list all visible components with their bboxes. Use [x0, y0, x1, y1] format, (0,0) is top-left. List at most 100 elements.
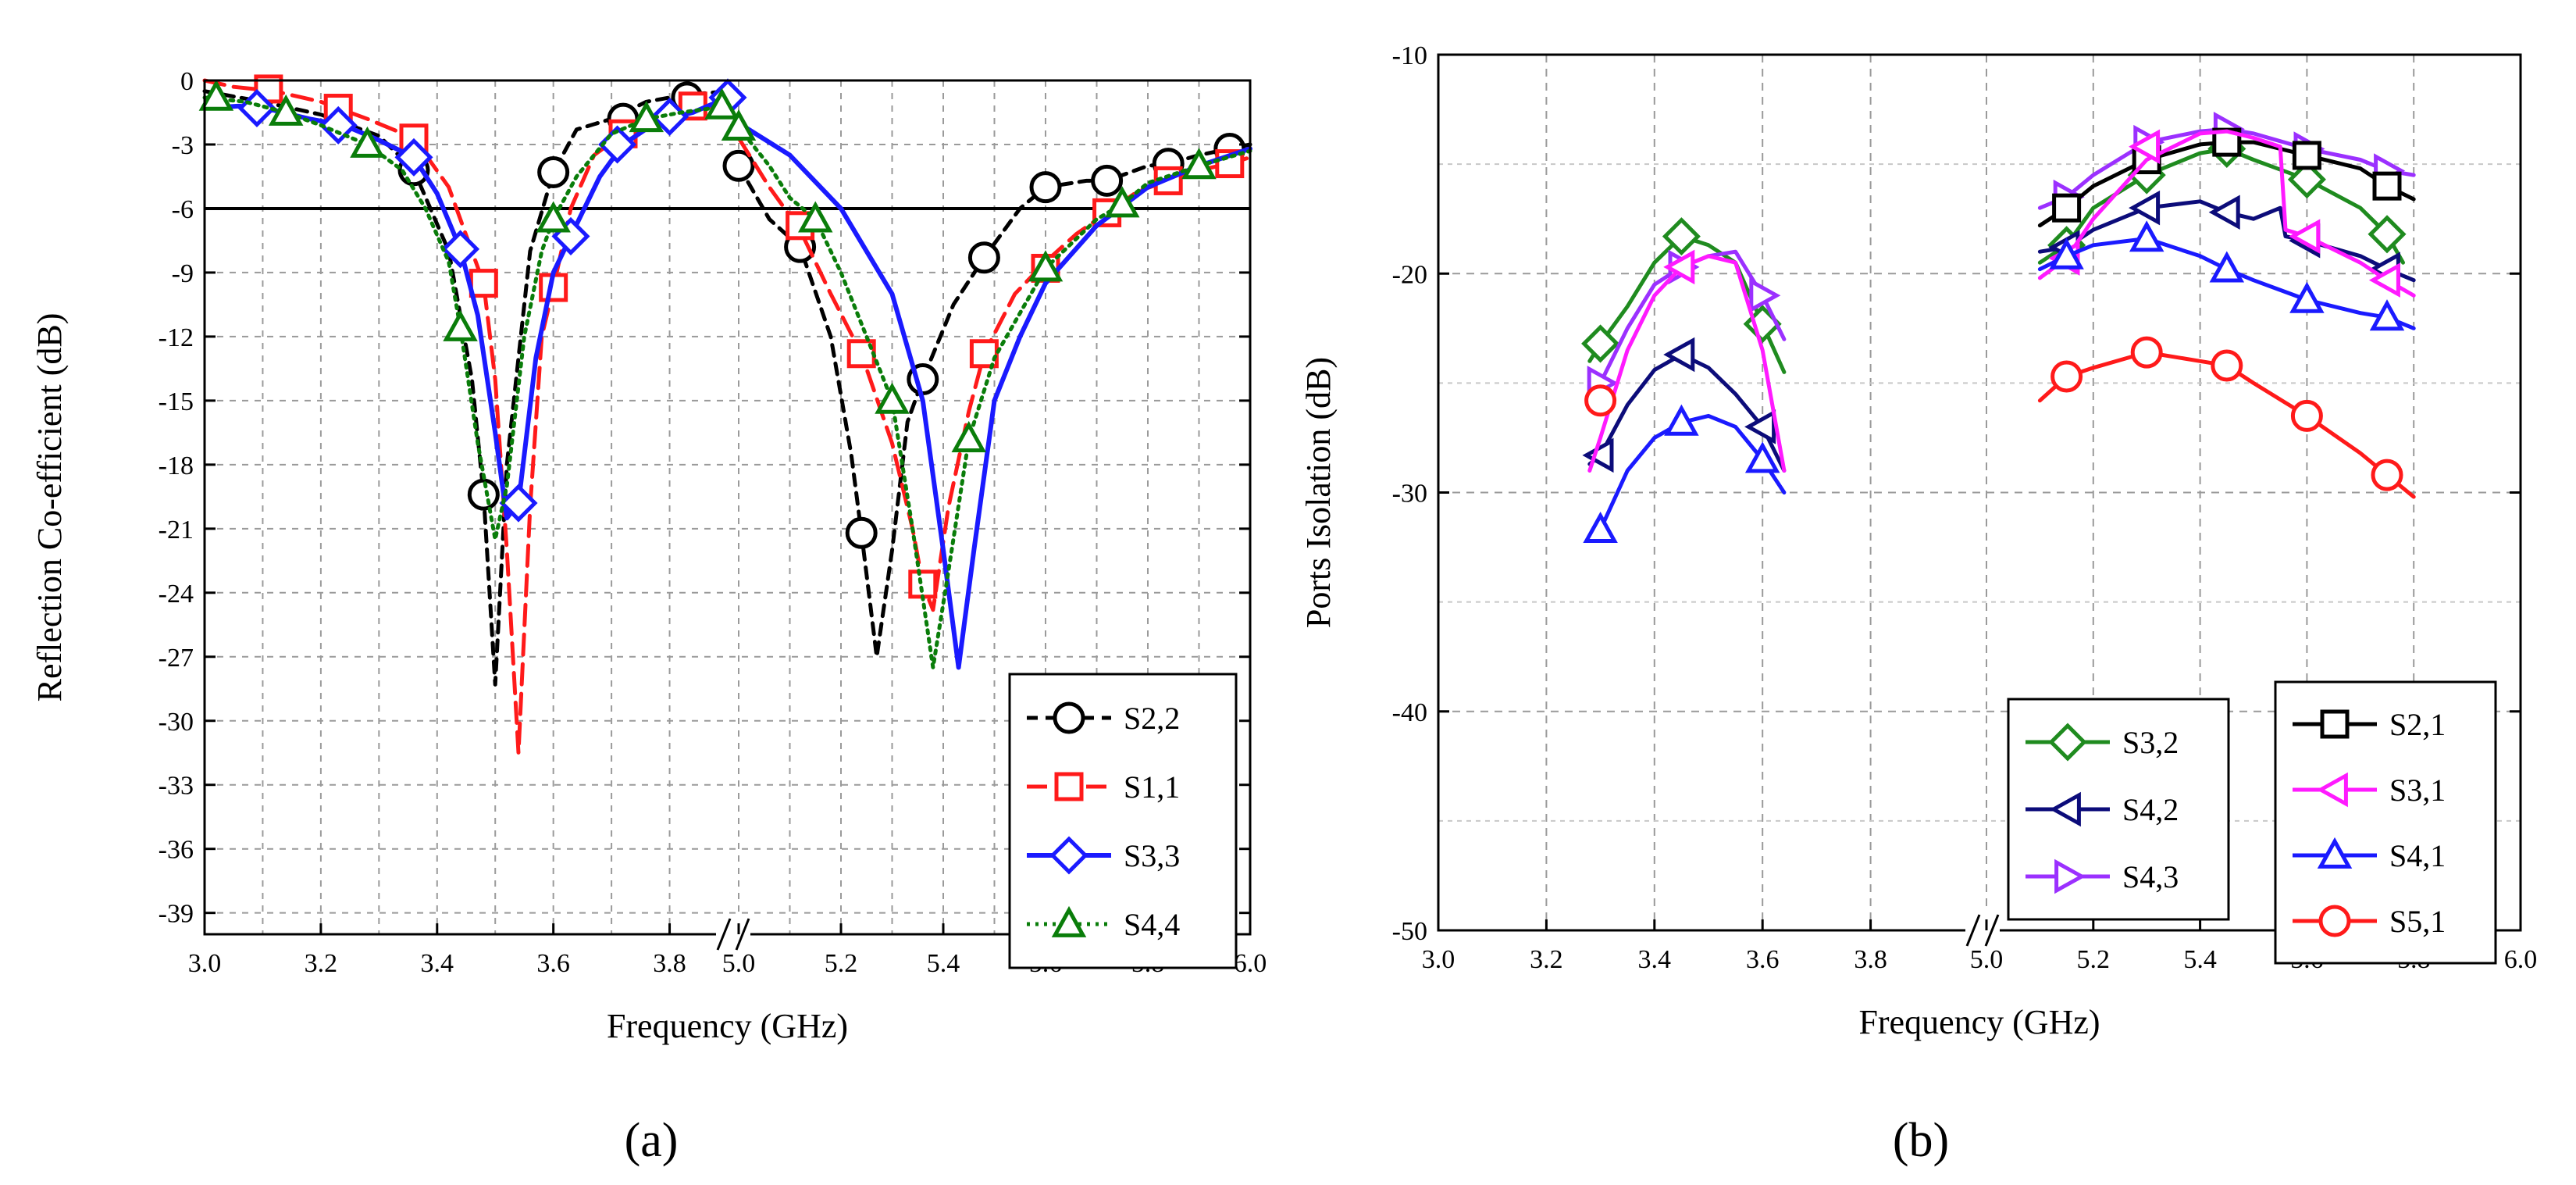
data-point [798, 201, 833, 233]
data-point [2372, 171, 2402, 201]
data-point [319, 105, 358, 145]
y-tick-label: -36 [159, 836, 194, 865]
axis-break-slash [1984, 914, 2000, 947]
x-tick-label: 3.0 [1422, 945, 1455, 974]
data-point [1663, 249, 1695, 285]
series-line [2037, 199, 2416, 283]
legend-label: S4,4 [1124, 907, 1180, 942]
data-point [2129, 220, 2164, 252]
y-tick-label: -9 [172, 259, 194, 288]
data-point [704, 87, 739, 120]
legend-label: S3,3 [1124, 838, 1180, 873]
x-tick-label: 5.0 [722, 949, 756, 978]
data-point [1584, 384, 1617, 417]
data-point [967, 241, 1000, 274]
panel-label-b: (b) [1893, 1114, 1949, 1167]
data-point [2129, 129, 2161, 164]
data-point [2371, 459, 2403, 491]
legend-label: S2,1 [2389, 707, 2446, 742]
data-point [443, 309, 478, 341]
data-point [908, 569, 938, 599]
series-S4-4 [198, 79, 1252, 669]
chart-a: 3.03.23.43.63.85.05.25.45.65.86.00-3-6-9… [30, 67, 1267, 1045]
data-point [2289, 281, 2325, 313]
data-point [1662, 217, 1701, 256]
data-point [441, 230, 480, 269]
legend-box [1008, 673, 1238, 969]
data-point [721, 109, 757, 141]
y-tick-label: -10 [1392, 41, 1427, 70]
x-tick-label: 3.0 [188, 949, 222, 978]
data-point [1029, 171, 1062, 204]
x-tick-label: 6.0 [2504, 945, 2538, 974]
y-tick-label: -30 [159, 708, 194, 737]
data-point [2369, 299, 2405, 331]
panel-label-a: (a) [625, 1114, 679, 1167]
data-point [951, 420, 986, 452]
series-S3-2 [1581, 129, 2407, 374]
data-point [2290, 399, 2323, 432]
x-axis-title: Frequency (GHz) [607, 1007, 848, 1045]
legend-marker [2320, 709, 2350, 739]
legend-marker [2318, 905, 2351, 937]
data-point [969, 339, 999, 369]
data-point [1181, 148, 1217, 180]
data-point [1744, 409, 1776, 444]
data-point [2211, 349, 2243, 382]
data-point [1744, 441, 1780, 473]
series-line [2037, 129, 2416, 298]
y-tick-label: -40 [1392, 698, 1427, 727]
legend-label: S5,1 [2389, 904, 2446, 939]
data-point [198, 79, 234, 111]
data-point [499, 484, 538, 523]
x-tick-label: 3.4 [421, 949, 454, 978]
legend-label: S3,1 [2389, 773, 2446, 808]
data-point [845, 516, 878, 549]
y-tick-label: -21 [159, 516, 194, 544]
y-tick-label: -33 [159, 772, 194, 801]
y-axis-title: Reflection Co-efficient (dB) [30, 313, 69, 702]
chart-b: 3.03.23.43.63.85.05.25.45.65.86.0-10-20-… [1299, 41, 2537, 1041]
axis-break-slash [1965, 914, 1981, 947]
y-tick-label: -24 [159, 580, 194, 609]
legend-marker [2054, 858, 2086, 894]
x-tick-label: 5.4 [927, 949, 960, 978]
x-tick-label: 3.8 [653, 949, 686, 978]
data-point [2368, 215, 2407, 254]
data-point [2289, 219, 2321, 254]
data-point [1028, 250, 1064, 282]
data-point [2052, 193, 2082, 223]
legend-marker [1051, 905, 1087, 937]
y-tick-label: -15 [159, 387, 194, 416]
data-point [1664, 404, 1699, 436]
legend-label: S4,2 [2122, 792, 2179, 827]
data-point [1583, 511, 1618, 544]
data-point [2049, 237, 2084, 269]
legend-2: S2,1 S3,1 S4,1 S5,1 [2274, 680, 2497, 965]
data-point [2050, 360, 2083, 393]
x-tick-label: 5.2 [825, 949, 858, 978]
data-point [875, 382, 910, 414]
data-point [2208, 195, 2240, 230]
x-tick-label: 3.2 [305, 949, 338, 978]
legend-marker [1054, 772, 1084, 801]
x-tick-label: 5.4 [2183, 945, 2217, 974]
axis-break-gap [1965, 912, 2000, 949]
legend-marker [2049, 791, 2081, 827]
series-line [736, 120, 1252, 670]
data-point [1581, 324, 1620, 363]
x-tick-label: 3.6 [536, 949, 570, 978]
y-axis-title: Ports Isolation (dB) [1299, 357, 1338, 628]
series-S4-1 [1583, 220, 2416, 544]
series-S2-2 [202, 81, 1252, 687]
data-point [536, 201, 571, 233]
y-tick-label: -30 [1392, 480, 1427, 509]
data-point [629, 101, 664, 133]
x-tick-label: 5.2 [2077, 945, 2111, 974]
legend-1: S2,2 S1,1 S3,3 S4,4 [1008, 673, 1238, 969]
series-line [202, 95, 730, 541]
legend-box [2274, 680, 2497, 965]
legend-label: S4,3 [2122, 859, 2179, 894]
data-point [394, 137, 433, 177]
x-tick-label: 3.8 [1854, 945, 1887, 974]
